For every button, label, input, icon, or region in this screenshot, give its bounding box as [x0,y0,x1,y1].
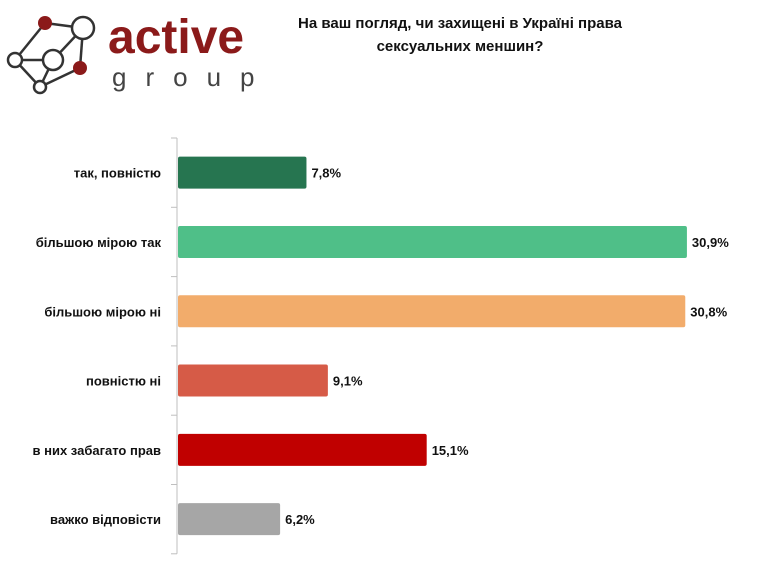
category-label: повністю ні [86,374,161,389]
category-label: так, повністю [74,166,161,181]
logo-word-active: active [108,11,244,64]
data-label: 30,9% [692,235,729,250]
title-line-1: На ваш погляд, чи захищені в Україні пра… [298,15,622,32]
category-label: більшою мірою так [36,235,162,250]
data-label: 7,8% [311,166,341,181]
bar [178,295,686,328]
bar [178,156,307,189]
category-label: важко відповісти [50,512,161,527]
category-label: більшою мірою ні [44,304,161,319]
title-line-2: сексуальних меншин? [376,38,544,55]
data-label: 15,1% [432,443,469,458]
chart-title: На ваш погляд, чи захищені в Україні пра… [250,12,670,58]
data-label: 6,2% [285,512,315,527]
bar [178,433,427,466]
active-group-logo: active group [6,11,270,95]
bar [178,364,328,397]
data-label: 9,1% [333,374,363,389]
bar [178,503,281,536]
bar [178,225,687,258]
category-label: в них забагато прав [33,443,161,458]
data-label: 30,8% [690,304,727,319]
logo-word-group: group [112,62,270,92]
